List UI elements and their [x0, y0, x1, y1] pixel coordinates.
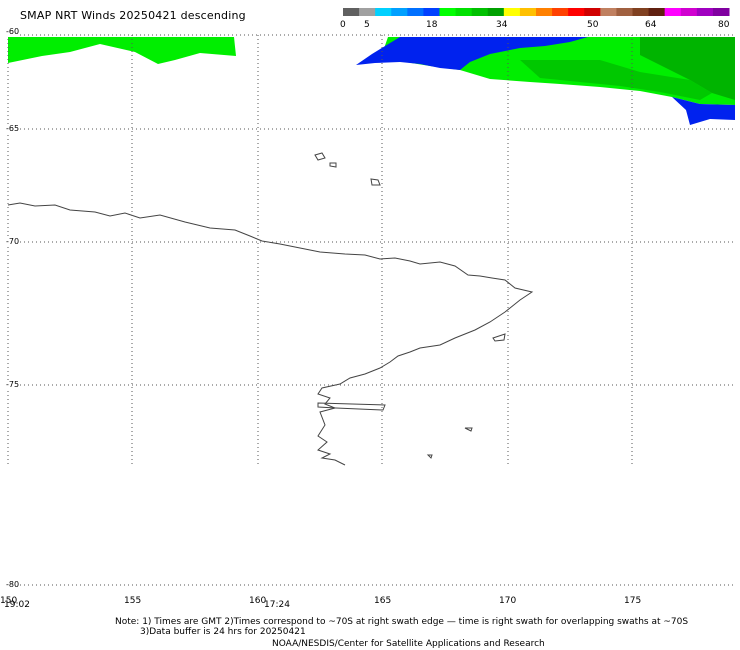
color-scale-swatch [696, 8, 714, 16]
color-scale-swatch [503, 8, 521, 16]
color-scale-swatch [584, 8, 601, 16]
color-scale-swatch [616, 8, 633, 16]
color-scale-swatch [359, 8, 376, 16]
wind-swath-dark-2 [520, 60, 712, 100]
pass-time-label: 19:02 [4, 600, 30, 610]
scale-label-80: 80 [718, 20, 730, 30]
graticule [7, 34, 735, 586]
note-line-1: Note: 1) Times are GMT 2)Times correspon… [115, 617, 689, 627]
color-scale-swatch [455, 8, 473, 16]
scale-label-0: 0 [340, 20, 346, 30]
scale-label-64: 64 [645, 20, 657, 30]
x-tick-label: 160 [249, 596, 267, 606]
color-scale-swatch [471, 8, 489, 16]
note-line-2: 3)Data buffer is 24 hrs for 20250421 [140, 627, 306, 637]
y-tick-label: -65 [6, 124, 20, 133]
scale-label-34: 34 [496, 20, 508, 30]
y-tick-label: -70 [6, 237, 20, 246]
coastline [7, 152, 534, 466]
pass-time-label: 17:24 [264, 600, 290, 610]
chart-title: SMAP NRT Winds 20250421 descending [20, 9, 246, 22]
color-scale-swatch [536, 8, 553, 16]
x-tick-label: 170 [499, 596, 517, 606]
scale-label-18: 18 [426, 20, 438, 30]
wind-swath-left [8, 37, 236, 64]
color-scale-bar [343, 8, 730, 16]
color-scale-swatch [407, 8, 424, 16]
scale-label-50: 50 [587, 20, 599, 30]
color-scale-labels: 0 5 18 34 50 64 80 [0, 20, 740, 34]
color-scale-swatch [439, 8, 457, 16]
x-tick-label: 175 [624, 596, 642, 606]
y-tick-label: -75 [6, 380, 20, 389]
x-tick-label: 155 [124, 596, 142, 606]
x-tick-label: 165 [374, 596, 392, 606]
wind-swath-blue [356, 37, 588, 70]
note-line-3: NOAA/NESDIS/Center for Satellite Applica… [272, 639, 545, 649]
color-scale-swatch [568, 8, 585, 16]
color-scale-swatch [519, 8, 537, 16]
color-scale-swatch [664, 8, 682, 16]
color-scale-swatch [648, 8, 666, 16]
color-scale-swatch [680, 8, 698, 16]
color-scale-swatch [423, 8, 440, 16]
color-scale-swatch [552, 8, 569, 16]
y-tick-label: -60 [6, 27, 20, 36]
scale-label-5: 5 [364, 20, 370, 30]
color-scale-swatch [391, 8, 408, 16]
x-edge-label: 150 [0, 596, 18, 606]
color-scale-swatch [712, 8, 730, 16]
wind-swath-blue-right [672, 97, 735, 125]
color-scale-swatch [632, 8, 650, 16]
color-scale-swatch [343, 8, 360, 16]
color-scale-swatch [600, 8, 617, 16]
y-tick-label: -80 [6, 580, 20, 589]
color-scale-swatch [487, 8, 505, 16]
color-scale-swatch [375, 8, 392, 16]
wind-swath-dark [640, 37, 735, 100]
